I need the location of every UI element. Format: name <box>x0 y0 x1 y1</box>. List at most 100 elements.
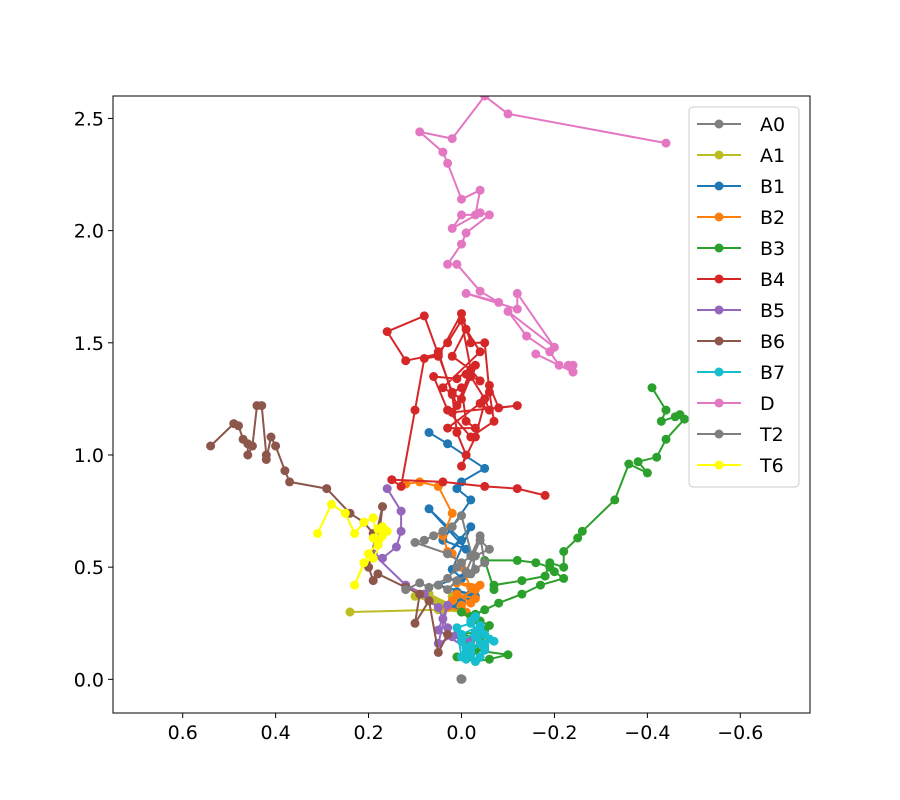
data-point-B3 <box>642 468 652 478</box>
data-point-B7 <box>457 636 466 646</box>
data-point-B3 <box>549 567 559 577</box>
x-tick-label: −0.4 <box>624 722 670 744</box>
data-point-B7 <box>480 641 490 651</box>
series-B4 <box>382 309 550 500</box>
data-point-B1 <box>466 495 476 505</box>
legend-label: T2 <box>759 424 784 446</box>
data-point-B4 <box>480 338 490 348</box>
data-point-B3 <box>559 562 569 572</box>
legend-label: A0 <box>760 114 785 136</box>
data-point-B3 <box>489 585 499 595</box>
data-point-B6 <box>433 647 443 657</box>
data-point-B7 <box>475 621 485 630</box>
data-point-D <box>554 360 564 370</box>
y-tick-label: 1.5 <box>74 333 104 355</box>
data-point-B4 <box>447 351 457 361</box>
data-point-B4 <box>494 403 504 413</box>
data-point-B5 <box>396 526 406 536</box>
data-point-B3 <box>559 573 569 583</box>
data-point-D <box>531 349 541 359</box>
data-point-B2 <box>457 600 466 610</box>
x-tick-label: −0.2 <box>531 722 577 744</box>
data-point-B3 <box>573 533 583 543</box>
data-point-T2 <box>447 522 457 532</box>
x-tick-label: −0.6 <box>717 722 763 744</box>
data-point-B4 <box>443 423 453 433</box>
data-point-T2 <box>470 551 480 561</box>
data-point-B4 <box>438 383 448 393</box>
data-point-B1 <box>443 439 453 449</box>
data-point-B4 <box>470 423 480 433</box>
data-point-D <box>503 306 513 316</box>
data-point-B4 <box>443 338 453 348</box>
data-point-B3 <box>680 414 689 424</box>
y-axis: 0.0 0.5 1.0 1.5 2.0 2.5 <box>74 108 113 691</box>
data-point-B3 <box>661 434 671 444</box>
series-D <box>415 96 671 377</box>
data-point-D <box>443 259 453 269</box>
data-point-B3 <box>559 547 569 556</box>
data-point-T6 <box>364 549 374 559</box>
data-point-B3 <box>652 452 662 462</box>
data-point-B6 <box>378 502 387 512</box>
data-point-B4 <box>447 389 457 399</box>
legend-label: B5 <box>760 300 785 322</box>
data-point-B2 <box>447 508 457 518</box>
legend-item-T6: T6 <box>697 455 784 477</box>
data-point-B7 <box>457 630 466 639</box>
legend-marker <box>714 336 724 346</box>
data-point-B3 <box>480 605 490 615</box>
data-point-B4 <box>475 347 485 357</box>
data-point-B6 <box>368 576 378 586</box>
data-point-B5 <box>378 553 387 563</box>
data-point-B1 <box>424 428 434 437</box>
data-point-D <box>457 194 466 204</box>
data-point-B7 <box>470 627 480 637</box>
data-point-B3 <box>517 576 527 586</box>
data-point-T6 <box>326 499 336 509</box>
data-point-B3 <box>512 555 522 565</box>
data-point-B4 <box>401 356 411 366</box>
legend-item-D: D <box>697 393 775 415</box>
data-point-B4 <box>484 405 494 415</box>
legend-item-B1: B1 <box>697 176 785 198</box>
data-point-T2 <box>415 578 425 588</box>
data-point-D <box>661 138 671 148</box>
data-point-D <box>494 297 504 307</box>
x-tick-label: 0.2 <box>353 722 383 744</box>
data-point-B4 <box>475 376 485 386</box>
data-point-D <box>512 288 522 298</box>
data-point-B7 <box>475 652 485 662</box>
data-point-D <box>447 223 457 233</box>
data-point-B3 <box>503 650 513 660</box>
legend-item-B7: B7 <box>697 362 785 384</box>
data-point-B1 <box>480 463 490 473</box>
legend-label: B7 <box>760 362 785 384</box>
data-point-B4 <box>419 354 429 363</box>
y-tick-label: 0.5 <box>74 557 104 579</box>
data-point-B3 <box>517 589 527 599</box>
legend-marker <box>714 212 724 222</box>
legend-label: B2 <box>760 207 785 229</box>
data-point-D <box>484 210 494 220</box>
data-point-B6 <box>322 484 332 494</box>
data-point-D <box>568 360 578 370</box>
data-point-D <box>452 259 462 269</box>
data-point-B6 <box>243 450 253 460</box>
legend-marker <box>714 119 724 129</box>
data-point-D <box>457 239 466 249</box>
data-point-B3 <box>610 495 620 505</box>
data-point-D <box>415 127 425 137</box>
y-tick-label: 2.0 <box>74 221 104 243</box>
data-point-B4 <box>484 380 494 390</box>
data-point-T2 <box>443 573 453 583</box>
data-point-B4 <box>387 475 397 485</box>
data-point-B6 <box>206 441 216 451</box>
legend: A0 A1 B1 B2 B3 B4 B5 B6 B7 D T2 T6 <box>688 106 800 488</box>
data-point-B3 <box>633 457 643 467</box>
data-point-B4 <box>461 324 471 334</box>
data-point-T2 <box>457 511 466 521</box>
data-point-B4 <box>512 484 522 494</box>
data-point-B6 <box>410 618 420 628</box>
data-point-B7 <box>452 623 462 633</box>
